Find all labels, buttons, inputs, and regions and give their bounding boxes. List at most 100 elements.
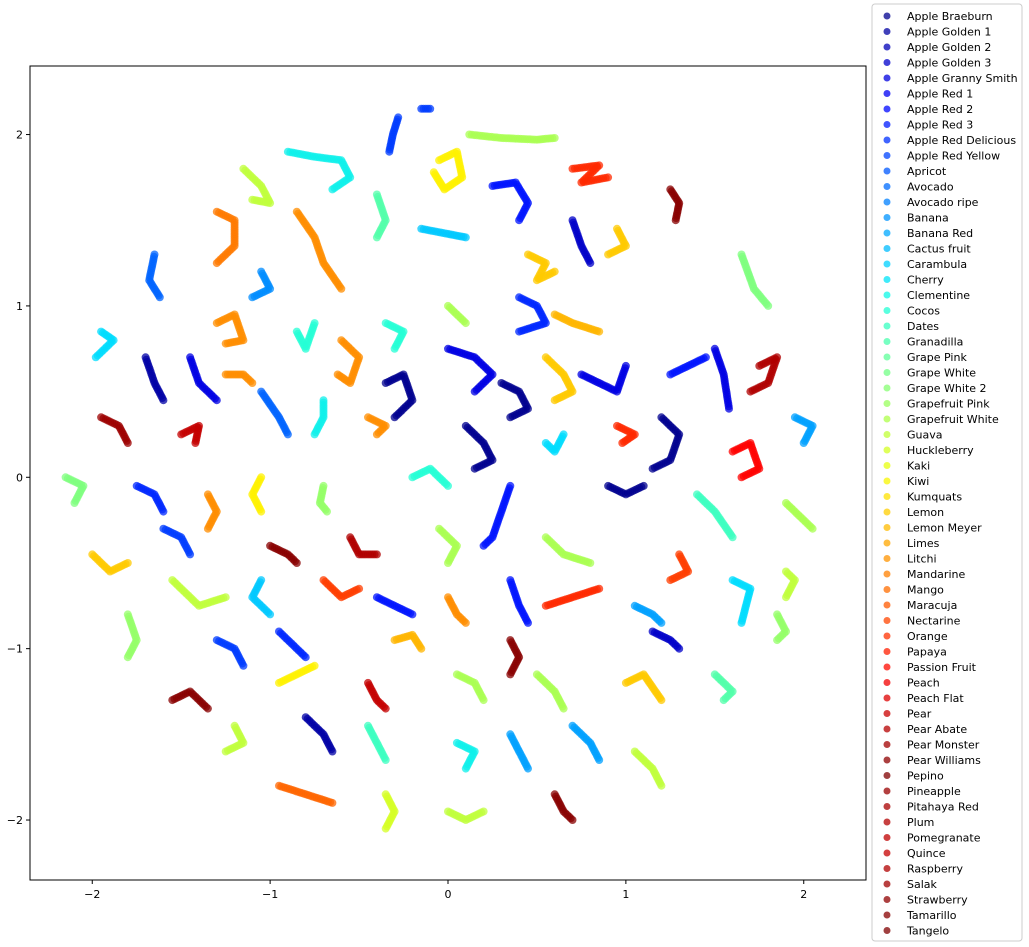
scatter-point [221,339,230,348]
legend-label: Clementine [907,289,970,302]
legend-label: Apple Red Yellow [907,150,1000,163]
x-axis: −2 −1 0 1 2 [84,880,807,901]
scatter-point [408,473,417,482]
scatter-point [621,361,630,370]
legend-label: Apricot [907,165,947,178]
legend-label: Granadilla [907,336,963,349]
scatter-points [61,104,817,833]
scatter-point [461,618,470,627]
scatter-point [283,430,292,439]
scatter-point [746,387,755,396]
legend-label: Mango [907,584,944,597]
scatter-point [323,507,331,516]
legend-marker [883,462,891,469]
scatter-point [461,764,470,773]
legend-label: Grape White [907,367,976,380]
legend-label: Grape White 2 [907,382,987,395]
legend-marker [883,59,891,66]
legend-marker [883,121,891,128]
scatter-point [123,653,132,662]
legend-marker [883,648,891,655]
scatter-point [773,636,782,645]
y-tick-label: 2 [16,129,23,142]
legend-label: Banana [907,212,949,225]
legend-marker [883,260,891,268]
legend-label: Apple Golden 2 [907,41,991,54]
scatter-point [657,781,666,790]
scatter-point [155,293,164,302]
scatter-point [568,816,577,824]
legend-marker [883,493,891,500]
scatter-point [719,696,728,705]
legend-marker [883,803,891,810]
legend-label: Avocado ripe [907,196,979,209]
scatter-point [586,259,595,268]
scatter-point [186,550,195,559]
legend-label: Huckleberry [907,444,974,457]
legend-marker [883,818,891,826]
scatter-point [372,233,381,242]
scatter-point [310,661,319,670]
legend-label: Pear Monster [907,739,980,752]
scatter-point [429,168,438,177]
legend-marker [883,105,891,113]
scatter-point [799,439,808,447]
legend-label: Apple Braeburn [907,10,993,23]
legend-label: Guava [907,429,943,442]
legend-label: Grape Pink [907,351,967,364]
scatter-point [461,319,470,328]
scatter-point [337,284,346,293]
scatter-point [212,396,221,405]
scatter-point [506,413,515,422]
legend-marker [883,756,891,764]
legend-marker [883,880,891,888]
scatter-point [203,704,212,713]
legend-label: Kiwi [907,475,929,488]
scatter-point [550,267,559,276]
legend-label: Dates [907,320,939,333]
scatter-point [248,195,257,204]
legend-marker [883,911,891,919]
y-tick-label: −1 [7,643,23,656]
scatter-point [385,147,394,156]
legend-label: Passion Fruit [907,661,977,674]
legend-label: Avocado [907,181,954,194]
scatter-point [470,464,479,473]
legend-marker [883,539,891,547]
legend-label: Pitahaya Red [907,801,979,814]
legend-label: Quince [907,847,946,860]
legend-marker [883,555,891,562]
legend-marker [883,43,891,51]
legend-label: Apple Golden 1 [907,26,991,39]
legend-marker [883,679,891,686]
legend-label: Papaya [907,646,947,659]
legend-marker [883,291,891,299]
scatter-point [737,618,746,627]
legend-label: Pomegranate [907,832,981,845]
legend-label: Pineapple [907,785,961,798]
legend-label: Apple Red 2 [907,103,973,116]
legend-label: Raspberry [907,863,963,876]
scatter-point [191,439,200,447]
scatter-point [159,396,168,405]
legend-label: Pepino [907,770,944,783]
y-tick-label: −2 [7,814,23,827]
scatter-point [417,644,426,653]
legend-label: Cactus fruit [907,243,971,256]
legend-label: Pear [907,708,932,721]
scatter-point [559,704,568,713]
legend: Apple Braeburn Apple Golden 1 Apple Golden… [871,3,1023,942]
x-tick-label: −2 [84,888,100,901]
scatter-point [390,344,399,353]
legend-label: Tamarillo [906,909,957,922]
y-tick-label: 0 [16,471,23,484]
legend-marker [883,229,891,237]
scatter-point [426,104,435,113]
x-tick-label: 1 [622,888,629,901]
scatter-point [595,756,604,764]
legend-label: Grapefruit White [907,413,999,426]
legend-marker [883,167,891,175]
legend-marker [883,12,891,20]
legend-label: Mandarine [907,568,965,581]
scatter-point [657,696,666,705]
